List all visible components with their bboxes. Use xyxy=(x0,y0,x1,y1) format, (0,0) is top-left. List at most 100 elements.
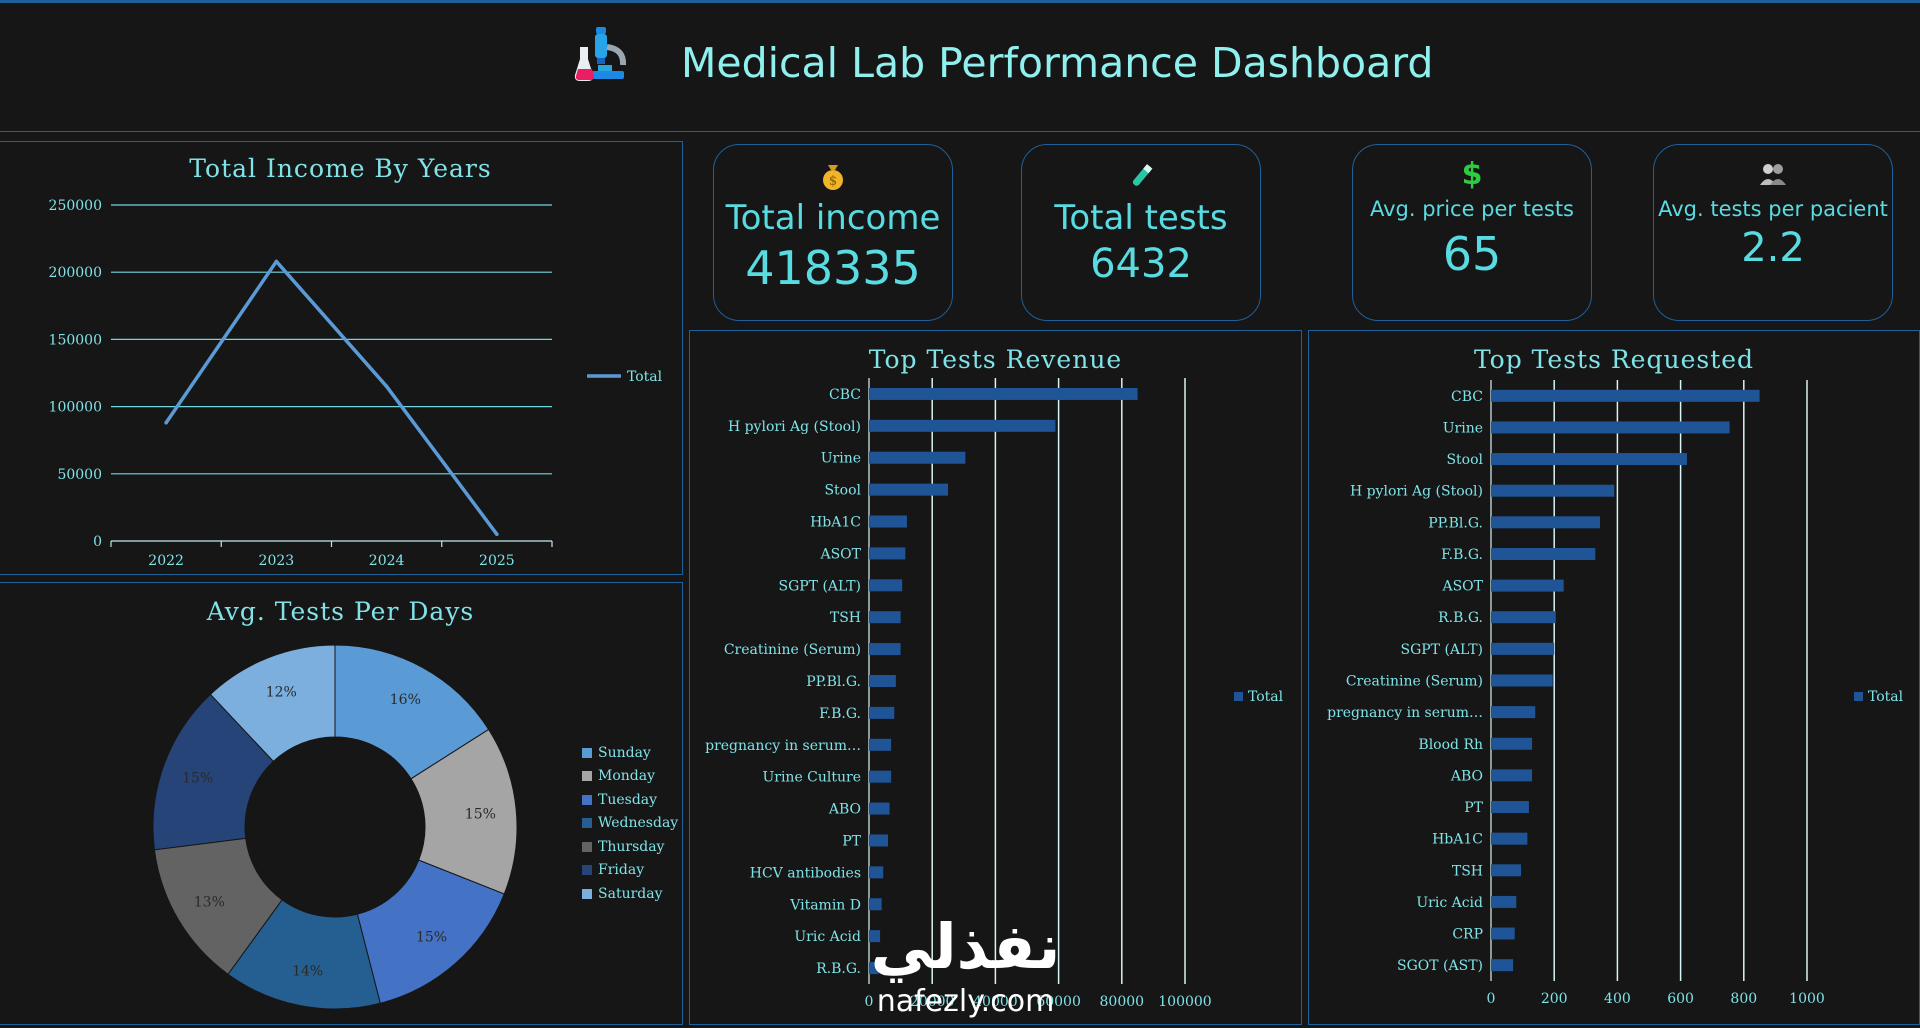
slice-value-label: 12% xyxy=(266,684,297,700)
y-tick-label: 200000 xyxy=(49,265,102,281)
bar-abo xyxy=(1491,769,1533,782)
legend-label: Total xyxy=(1248,689,1284,705)
x-tick-label: 0 xyxy=(865,994,874,1010)
y-tick-label: 250000 xyxy=(49,198,102,214)
legend-label: Sunday xyxy=(598,744,651,761)
bar-h-pylori-ag-stool- xyxy=(869,419,1056,432)
bar-hcv-antibodies xyxy=(869,866,884,879)
bar-pp-bl-g- xyxy=(1491,516,1601,529)
x-tick-label: 400 xyxy=(1604,991,1631,1007)
bar-f-b-g- xyxy=(869,706,895,719)
income-line-chart: 0 50000 100000 150000 200000 250000 2022 2023 20… xyxy=(49,198,663,569)
bar-h-pylori-ag-stool- xyxy=(1491,484,1615,497)
tests-per-day-donut: 16% 15% 15% 14% 13% 15% 12% xyxy=(152,644,518,1010)
legend-item-sunday: Sunday xyxy=(582,741,678,765)
legend-swatch xyxy=(1854,692,1863,701)
x-tick-label: 20000 xyxy=(910,994,955,1010)
bar-tsh xyxy=(1491,864,1522,877)
legend-label: Total xyxy=(1868,689,1904,705)
y-tick-label: 100000 xyxy=(49,400,102,416)
bar-r-b-g- xyxy=(1491,611,1556,624)
bar-stool xyxy=(1491,453,1687,466)
legend-label: Friday xyxy=(598,862,645,879)
x-tick-label: 2023 xyxy=(259,553,295,569)
bar-f-b-g- xyxy=(1491,547,1596,560)
legend-swatch xyxy=(582,818,592,829)
bar-blood-rh xyxy=(1491,737,1533,750)
legend-swatch xyxy=(582,771,592,782)
income-by-years-panel: Total Income By Years 0 50000 100000 150000… xyxy=(0,141,683,575)
y-category-label: PT xyxy=(1464,800,1483,816)
y-category-label: Creatinine (Serum) xyxy=(724,642,861,658)
page-title: Medical Lab Performance Dashboard xyxy=(681,39,1434,87)
slice-value-label: 14% xyxy=(292,963,323,979)
legend-item-friday: Friday xyxy=(582,859,678,883)
y-category-label: TSH xyxy=(830,610,861,626)
svg-text:$: $ xyxy=(829,174,837,189)
kpi-income-value: 418335 xyxy=(745,241,921,295)
y-category-label: ABO xyxy=(1450,768,1483,784)
donut-slice-friday xyxy=(152,693,275,851)
bar-hba1c xyxy=(869,515,907,528)
y-category-label: Stool xyxy=(824,483,861,499)
kpi-tests-label: Total tests xyxy=(1054,198,1228,238)
kpi-total-tests: Total tests 6432 xyxy=(1021,144,1261,321)
kpi-tests-value: 6432 xyxy=(1090,241,1192,287)
y-category-label: SGPT (ALT) xyxy=(1400,642,1483,658)
bar-urine-culture xyxy=(869,770,892,783)
bar-r-b-g- xyxy=(869,962,879,975)
x-tick-label: 600 xyxy=(1667,991,1694,1007)
kpi-avg-tests-pacient: Avg. tests per pacient 2.2 xyxy=(1653,144,1893,321)
legend-label: Total xyxy=(627,369,663,385)
slice-value-label: 16% xyxy=(390,692,421,708)
y-category-label: Urine xyxy=(821,451,861,467)
x-tick-label: 1000 xyxy=(1789,991,1825,1007)
y-category-label: CBC xyxy=(829,387,861,403)
bar-pt xyxy=(869,834,888,847)
y-category-label: pregnancy in serum… xyxy=(1327,705,1483,721)
x-tick-label: 0 xyxy=(1487,991,1496,1007)
x-tick-label: 100000 xyxy=(1158,994,1211,1010)
y-category-label: R.B.G. xyxy=(816,961,861,977)
revenue-chart-title: Top Tests Revenue xyxy=(868,345,1123,374)
bar-sgpt-alt- xyxy=(869,579,903,592)
legend-swatch xyxy=(582,747,592,758)
bar-stool xyxy=(869,483,948,496)
y-category-label: Stool xyxy=(1446,452,1483,468)
bar-pregnancy-in-serum- xyxy=(869,738,892,751)
legend-swatch xyxy=(582,865,592,876)
watermark-arabic: نفذلي xyxy=(870,910,1061,983)
bar-vitamin-d xyxy=(869,898,882,911)
top-tests-requested-panel: Top Tests Requested 0 200 400 600 800 1000 CBC… xyxy=(1308,330,1920,1025)
legend-label: Tuesday xyxy=(598,791,658,808)
slice-value-label: 15% xyxy=(465,806,496,822)
x-tick-label: 60000 xyxy=(1036,994,1081,1010)
y-category-label: Blood Rh xyxy=(1418,737,1483,753)
top-tests-revenue-panel: Top Tests Revenue 0 20000 40000 60000 80000 1… xyxy=(689,330,1302,1025)
top-accent-line xyxy=(0,0,1920,3)
data-point xyxy=(384,384,389,389)
income-chart-title: Total Income By Years xyxy=(189,154,492,183)
legend-item-tuesday: Tuesday xyxy=(582,788,678,812)
y-category-label: ABO xyxy=(828,802,861,818)
legend-swatch xyxy=(1234,692,1243,701)
bar-crp xyxy=(1491,927,1515,940)
people-icon xyxy=(1654,161,1892,191)
legend-swatch xyxy=(582,794,592,805)
y-category-label: HbA1C xyxy=(1432,832,1483,848)
y-category-label: pregnancy in serum… xyxy=(705,738,861,754)
test-tube-icon xyxy=(1022,161,1260,191)
y-category-label: ASOT xyxy=(819,546,861,562)
y-category-label: CRP xyxy=(1452,927,1483,943)
bar-pregnancy-in-serum- xyxy=(1491,706,1536,719)
legend-swatch xyxy=(582,888,592,899)
legend-item-saturday: Saturday xyxy=(582,882,678,906)
x-tick-label: 80000 xyxy=(1100,994,1145,1010)
data-point xyxy=(495,532,499,537)
bar-sgot-ast- xyxy=(1491,959,1514,972)
y-tick-label: 50000 xyxy=(57,467,102,483)
bar-urine xyxy=(1491,421,1730,434)
donut-slice-monday xyxy=(410,728,518,895)
kpi-price-value: 65 xyxy=(1442,227,1502,281)
y-category-label: Creatinine (Serum) xyxy=(1346,674,1483,690)
